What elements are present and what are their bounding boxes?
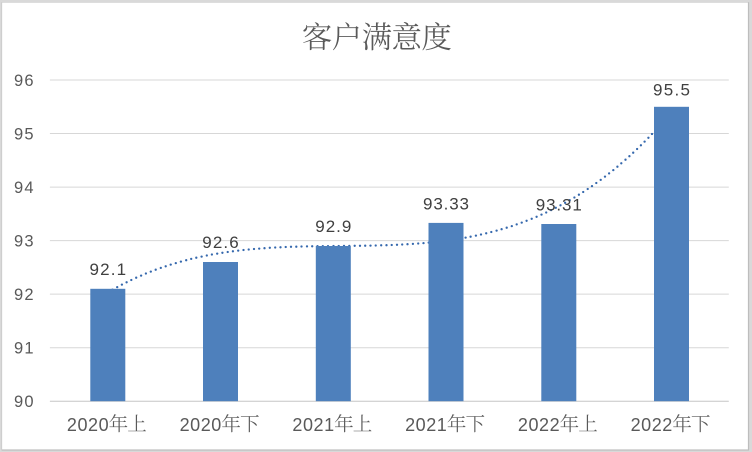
svg-text:95: 95 — [14, 126, 34, 144]
svg-text:90: 90 — [14, 393, 34, 411]
svg-text:93: 93 — [14, 233, 34, 251]
svg-text:92.1: 92.1 — [90, 260, 127, 279]
svg-text:94: 94 — [14, 179, 34, 197]
svg-text:95.5: 95.5 — [653, 80, 690, 99]
svg-text:93.33: 93.33 — [423, 195, 469, 214]
svg-text:92: 92 — [14, 286, 34, 304]
svg-text:2020: 2020 — [180, 415, 222, 435]
svg-text:93.31: 93.31 — [536, 196, 582, 215]
svg-text:2021: 2021 — [292, 415, 334, 435]
svg-text:2020: 2020 — [67, 415, 109, 435]
svg-text:92.6: 92.6 — [202, 233, 239, 252]
svg-text:92.9: 92.9 — [315, 217, 351, 236]
svg-text:96: 96 — [14, 72, 34, 90]
svg-text:2022: 2022 — [518, 415, 560, 435]
svg-text:2022: 2022 — [631, 415, 673, 435]
svg-text:2021: 2021 — [405, 415, 447, 435]
svg-text:91: 91 — [14, 340, 34, 358]
